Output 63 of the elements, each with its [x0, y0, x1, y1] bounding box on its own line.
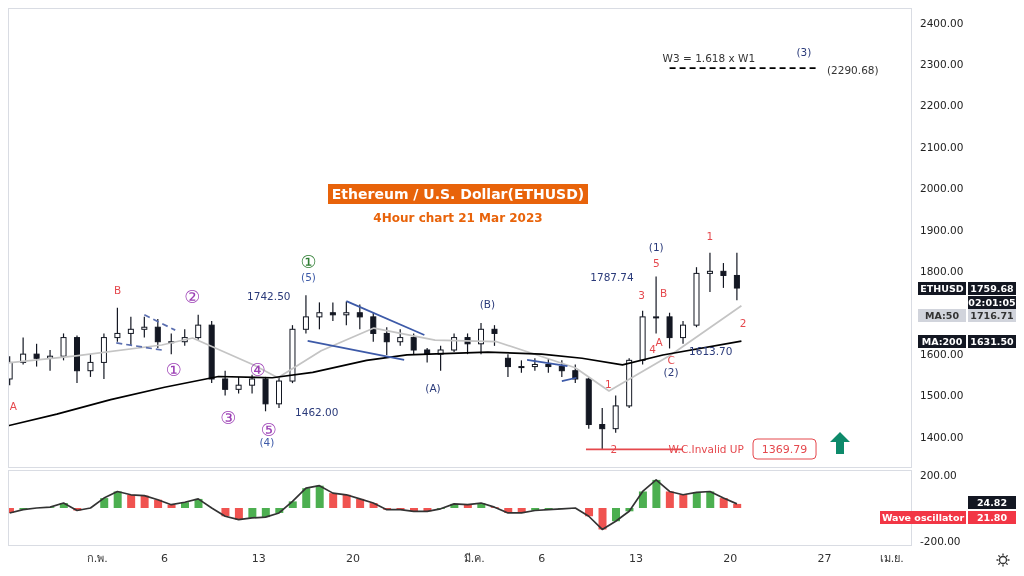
annotation: W.C.Invalid UP [668, 442, 744, 455]
annotation: Wave oscillator [881, 512, 965, 523]
annotation: C [667, 353, 675, 366]
annotation: 1613.70 [689, 344, 733, 357]
annotation: ② [184, 286, 201, 308]
annotation: 3 [638, 288, 645, 301]
y-tick-label: 2100.00 [920, 140, 964, 153]
annotation: B [113, 283, 122, 296]
y-tick-label: 1500.00 [920, 389, 964, 402]
annotation: B [660, 286, 668, 299]
y-tick-label: 1600.00 [920, 347, 964, 360]
y-tick-label: 2200.00 [920, 99, 964, 112]
x-tick-label: เม.ย. [879, 551, 904, 565]
annotation: 5 [652, 256, 660, 269]
annotation: 1369.79 [761, 443, 808, 456]
text: 02:01:05 [968, 297, 1016, 308]
annotation: 2 [739, 316, 747, 329]
x-tick-label: 27 [817, 551, 832, 565]
annotation: (1) [648, 240, 664, 253]
y-tick-label: 1900.00 [920, 223, 964, 236]
annotation: A [655, 335, 664, 348]
text: 24.82 [976, 497, 1008, 508]
annotation: 1462.00 [295, 405, 339, 418]
x-tick-label: ก.พ. [86, 551, 108, 565]
annotation: 1742.50 [247, 289, 291, 302]
text: ETHUSD [920, 283, 964, 294]
y-tick-label: 1800.00 [920, 265, 964, 278]
text: Ethereum / U.S. Dollar(ETHUSD) [327, 184, 589, 204]
annotation: (3) [796, 45, 812, 58]
x-tick-label: 6 [161, 551, 169, 565]
x-tick-label: 6 [538, 551, 546, 565]
text: 4Hour chart 21 Mar 2023 [372, 211, 544, 225]
x-tick-label: 20 [723, 551, 738, 565]
annotation: ① [300, 251, 317, 273]
text: MA:200 [921, 336, 963, 347]
x-tick-label: 13 [251, 551, 266, 565]
text: 1631.50 [970, 336, 1015, 347]
annotation: ① [165, 359, 182, 381]
text: 21.80 [976, 512, 1008, 523]
annotation: 1787.74 [590, 270, 635, 283]
text: 1716.71 [970, 310, 1014, 321]
y-tick-label: -200.00 [920, 534, 961, 547]
x-tick-label: มี.ค. [463, 551, 485, 565]
annotation: A [9, 399, 18, 412]
y-tick-label: 200.00 [920, 468, 957, 481]
y-tick-label: 1400.00 [920, 430, 964, 443]
annotation: (5) [301, 270, 316, 283]
annotation: 1 [706, 229, 714, 242]
annotation: W3 = 1.618 x W1 [662, 51, 756, 64]
annotation: 1 [604, 377, 612, 390]
text: MA:50 [924, 310, 960, 321]
x-tick-label: 20 [346, 551, 361, 565]
annotation: (2290.68) [827, 63, 879, 76]
x-tick-label: 13 [628, 551, 643, 565]
annotation: ④ [249, 359, 266, 381]
y-tick-label: 2300.00 [920, 58, 964, 71]
annotation: (B) [479, 297, 496, 310]
annotation: ③ [220, 407, 237, 429]
text: 1759.68 [970, 283, 1015, 294]
annotation: (A) [425, 381, 441, 394]
y-tick-label: 2000.00 [920, 182, 964, 195]
annotation: (2) [663, 365, 679, 378]
y-tick-label: 2400.00 [920, 16, 964, 29]
